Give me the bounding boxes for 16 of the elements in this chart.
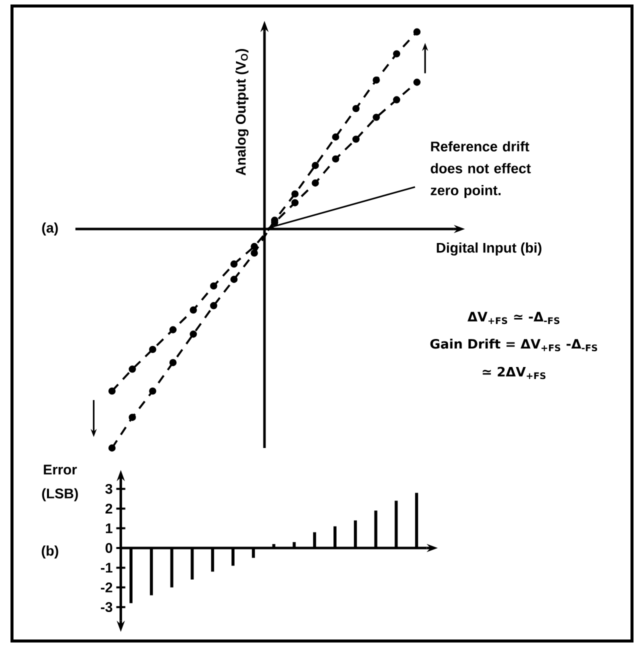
y-tick-label: 0 <box>106 543 112 553</box>
text: Gain Drift = ΔV$_{+FS}$ -Δ$_{-FS}$ <box>430 338 598 352</box>
y-tick-label: 1 <box>106 524 112 534</box>
y-tick-label: -3 <box>100 602 112 612</box>
text: Reference drift does not effect zero point. <box>430 141 531 198</box>
y-tick-label: 3 <box>105 484 112 494</box>
y-tick-label: -1 <box>100 562 112 572</box>
y-axis-title: Analog Output (V$_{O}$) <box>235 48 249 176</box>
y-tick-label: 2 <box>106 504 112 514</box>
text: ΔV$_{+FS}$ ≃ -Δ$_{-FS}$ <box>468 312 560 324</box>
text: ≃ 2ΔV$_{+FS}$ <box>482 366 546 380</box>
text: (b) <box>42 545 58 558</box>
x-axis-title: Digital Input (bi) <box>436 242 542 256</box>
y-axis-title: Error (LSB) <box>42 464 78 502</box>
y-tick-label: -2 <box>100 582 112 592</box>
text: (a) <box>42 222 58 236</box>
